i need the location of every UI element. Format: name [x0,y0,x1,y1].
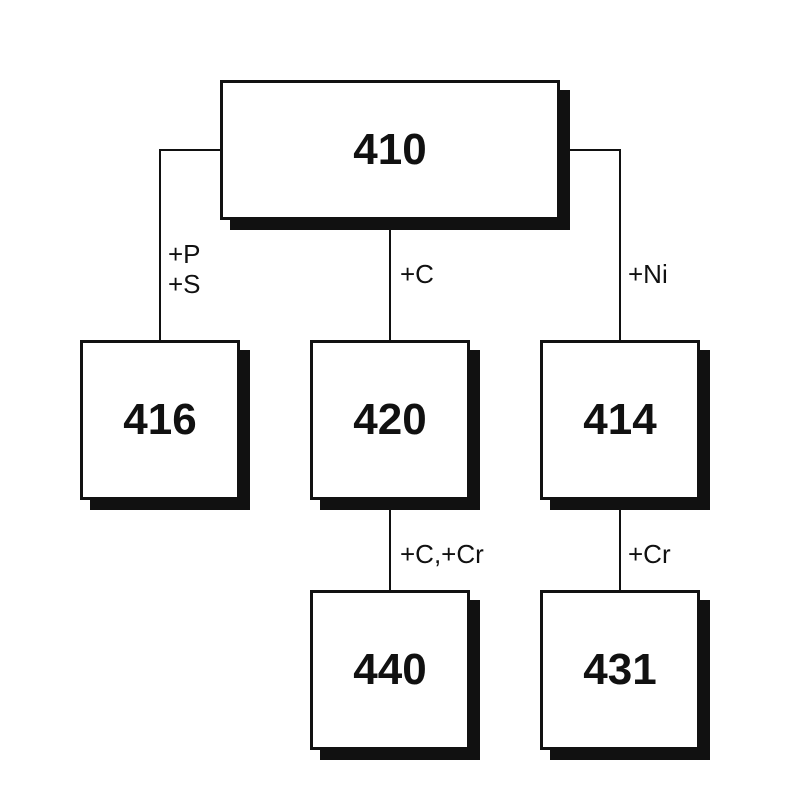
edge-label-n420-n440: +C,+Cr [400,540,484,570]
node-box: 440 [310,590,470,750]
diagram-canvas: 410 416 420 414 440 431 +P +S +C +Ni +C,+Cr +Cr [0,0,800,800]
node-box: 410 [220,80,560,220]
node-box: 420 [310,340,470,500]
node-box: 416 [80,340,240,500]
node-box: 431 [540,590,700,750]
node-416: 416 [80,340,240,500]
edge-label-n414-n431: +Cr [628,540,671,570]
node-414: 414 [540,340,700,500]
node-label: 416 [123,395,196,445]
node-label: 431 [583,645,656,695]
node-label: 410 [353,125,426,175]
node-box: 414 [540,340,700,500]
node-label: 420 [353,395,426,445]
node-420: 420 [310,340,470,500]
edge-label-n410-n414: +Ni [628,260,668,290]
node-410: 410 [220,80,560,220]
node-431: 431 [540,590,700,750]
node-label: 414 [583,395,656,445]
edge-label-n410-n420: +C [400,260,434,290]
edge-label-n410-n416: +P +S [168,240,201,300]
node-label: 440 [353,645,426,695]
node-440: 440 [310,590,470,750]
